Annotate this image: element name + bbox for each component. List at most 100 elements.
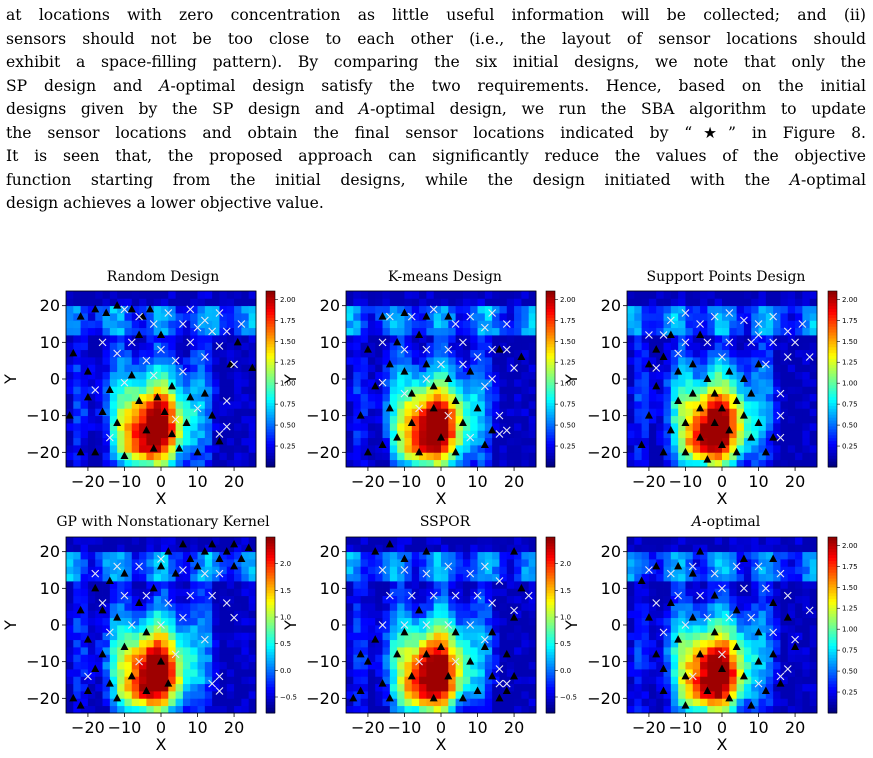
x-marker [473, 353, 482, 361]
colorbar-segment [266, 308, 275, 313]
colorbar-segment [546, 343, 555, 348]
x-marker [805, 606, 814, 615]
colorbar-segment [546, 695, 555, 699]
x-marker [120, 591, 129, 600]
x-tick-label: 20 [224, 472, 244, 491]
colorbar-segment [546, 677, 555, 682]
colorbar-segment [546, 560, 555, 564]
x-marker [747, 338, 756, 347]
triangle-marker [718, 664, 726, 672]
x-axis-label: X [717, 735, 728, 754]
triangle-marker [76, 605, 85, 614]
colorbar-segment [546, 657, 555, 661]
chart-panel: SSPOR−20 −10 0 10 20−20−1001020XY2.01.51.00.… [281, 514, 577, 754]
chart-title: K-means Design [388, 269, 502, 285]
colorbar-segment [546, 440, 555, 445]
colorbar-segment [546, 660, 555, 664]
triangle-marker [91, 583, 100, 592]
triangle-marker [429, 403, 438, 412]
colorbar-segment [266, 358, 275, 362]
colorbar-segment [266, 651, 275, 655]
colorbar-segment [266, 402, 275, 406]
colorbar-segment [546, 387, 555, 392]
colorbar-segment [266, 674, 275, 679]
x-marker [681, 621, 690, 629]
x-marker [415, 657, 423, 666]
x-tick-label: 10 [187, 472, 207, 491]
x-marker [222, 327, 231, 336]
colorbar-segment [266, 387, 275, 392]
triangle-marker [356, 411, 365, 419]
colorbar-segment [266, 578, 275, 582]
colorbar-segment [546, 548, 555, 553]
colorbar-segment [828, 361, 837, 365]
triangle-marker [473, 686, 482, 694]
triangle-marker [644, 613, 653, 621]
colorbar-segment [546, 689, 555, 693]
colorbar-segment [828, 657, 837, 661]
x-marker [495, 679, 504, 688]
triangle-marker [429, 381, 438, 390]
colorbar-segment [828, 680, 837, 685]
triangle-marker [666, 330, 675, 338]
x-marker [710, 312, 719, 321]
y-axis-label: Y [562, 620, 581, 631]
x-marker [776, 411, 785, 420]
colorbar-tick-label: 0.5 [560, 640, 571, 648]
triangle-marker [761, 686, 770, 694]
colorbar-segment [546, 680, 555, 685]
x-marker [703, 338, 712, 347]
y-tick-label: −20 [306, 689, 340, 708]
triangle-marker [371, 635, 380, 643]
colorbar-segment [546, 296, 555, 301]
colorbar-segment [828, 314, 837, 318]
colorbar-segment [546, 402, 555, 406]
x-marker [725, 338, 734, 347]
chart-title: Random Design [107, 269, 220, 285]
colorbar-segment [546, 458, 555, 462]
colorbar-segment [266, 633, 275, 638]
x-marker [193, 323, 202, 332]
x-marker [164, 599, 173, 607]
heatmap-cells [66, 291, 257, 468]
triangle-marker [407, 418, 416, 426]
colorbar-segment [546, 384, 555, 389]
x-tick-label: 0 [717, 472, 727, 491]
colorbar-tick-label: 0.0 [280, 667, 291, 675]
x-marker [480, 562, 489, 571]
y-tick-label: −10 [306, 406, 340, 425]
colorbar-segment [546, 326, 555, 330]
triangle-marker [193, 447, 202, 456]
x-marker [696, 591, 704, 600]
triangle-marker [732, 605, 741, 614]
x-marker [754, 331, 763, 339]
triangle-marker [725, 367, 734, 375]
colorbar-segment [266, 393, 275, 398]
x-marker [215, 309, 224, 317]
triangle-marker [466, 367, 475, 375]
x-marker [451, 320, 460, 328]
x-marker [776, 433, 785, 442]
x-marker [666, 316, 675, 325]
colorbar-frame [265, 290, 276, 468]
colorbar-segment [828, 607, 837, 611]
x-marker [776, 389, 785, 398]
colorbar-segment [266, 335, 275, 339]
colorbar-tick-label: 0.25 [560, 443, 576, 451]
colorbar-segment [546, 598, 555, 603]
triangle-marker [703, 374, 712, 382]
colorbar-tick-label: 0.50 [280, 422, 296, 430]
colorbar-segment [266, 545, 275, 550]
x-marker [142, 356, 151, 365]
colorbar-segment [546, 420, 555, 424]
colorbar-segment [266, 323, 275, 327]
colorbar-segment [828, 707, 837, 711]
colorbar-segment [546, 704, 555, 708]
colorbar-segment [828, 423, 837, 427]
colorbar-segment [266, 337, 275, 342]
triangle-marker [120, 451, 129, 459]
colorbar-segment [546, 452, 555, 456]
triangle-marker [510, 547, 519, 555]
paragraph-line: designs given by the SP design and A-opt… [6, 100, 866, 118]
colorbar-tick-label: 0.75 [560, 401, 576, 409]
